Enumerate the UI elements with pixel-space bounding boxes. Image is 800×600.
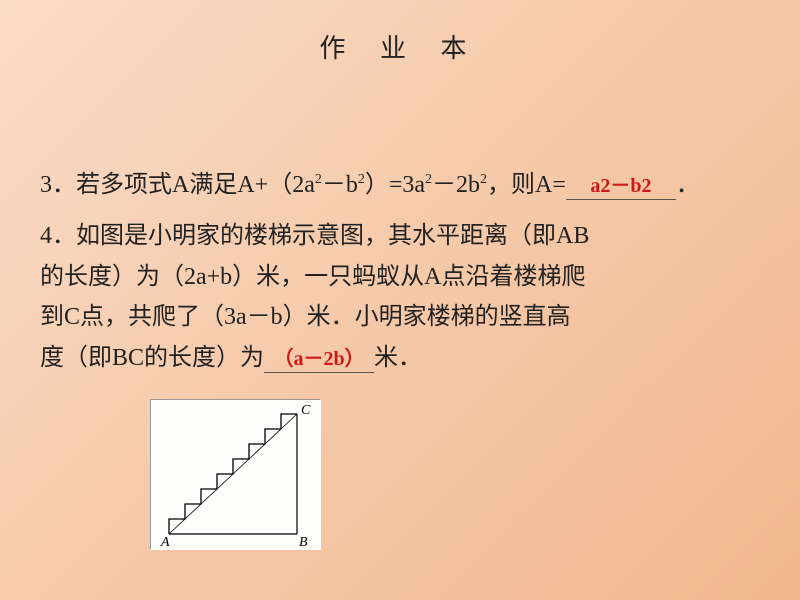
- p3-text-2: －b: [322, 172, 358, 198]
- problem-3: 3．若多项式A满足A+（2a2－b2）=3a2－2b2，则A=a2－b2．: [40, 165, 760, 206]
- p4-line2: 的长度）为（2a+b）米，一只蚂蚁从A点沿着楼梯爬: [40, 264, 586, 290]
- p3-text-3: ）=3a: [365, 172, 425, 198]
- sup-3: 2: [425, 172, 432, 187]
- content-area: 3．若多项式A满足A+（2a2－b2）=3a2－2b2，则A=a2－b2． 4．…: [0, 65, 800, 549]
- p3-answer-blank: a2－b2: [566, 178, 676, 200]
- p3-text-1: 3．若多项式A满足A+（2a: [40, 172, 315, 198]
- p4-answer-blank: （a－2b）: [264, 351, 374, 373]
- stairs-diagram: A B C: [150, 399, 320, 549]
- p3-period: ．: [676, 172, 700, 198]
- p3-text-4: －2b: [432, 172, 480, 198]
- sup-4: 2: [480, 172, 487, 187]
- p4-line3: 到C点，共爬了（3a－b）米．小明家楼梯的竖直高: [40, 304, 571, 330]
- problem-4: 4．如图是小明家的楼梯示意图，其水平距离（即AB 的长度）为（2a+b）米，一只…: [40, 216, 760, 379]
- svg-text:C: C: [301, 403, 311, 418]
- p3-text-5: ，则A=: [487, 172, 566, 198]
- sup-2: 2: [358, 172, 365, 187]
- p4-line4a: 度（即BC的长度）为: [40, 345, 264, 371]
- p3-answer: a2－b2: [590, 175, 651, 197]
- p4-answer: （a－2b）: [273, 348, 364, 370]
- page-title: 作 业 本: [0, 0, 800, 65]
- p4-line1: 4．如图是小明家的楼梯示意图，其水平距离（即AB: [40, 223, 589, 249]
- p4-line4b: 米．: [374, 345, 422, 371]
- sup-1: 2: [315, 172, 322, 187]
- svg-text:A: A: [160, 535, 170, 550]
- svg-text:B: B: [299, 535, 308, 550]
